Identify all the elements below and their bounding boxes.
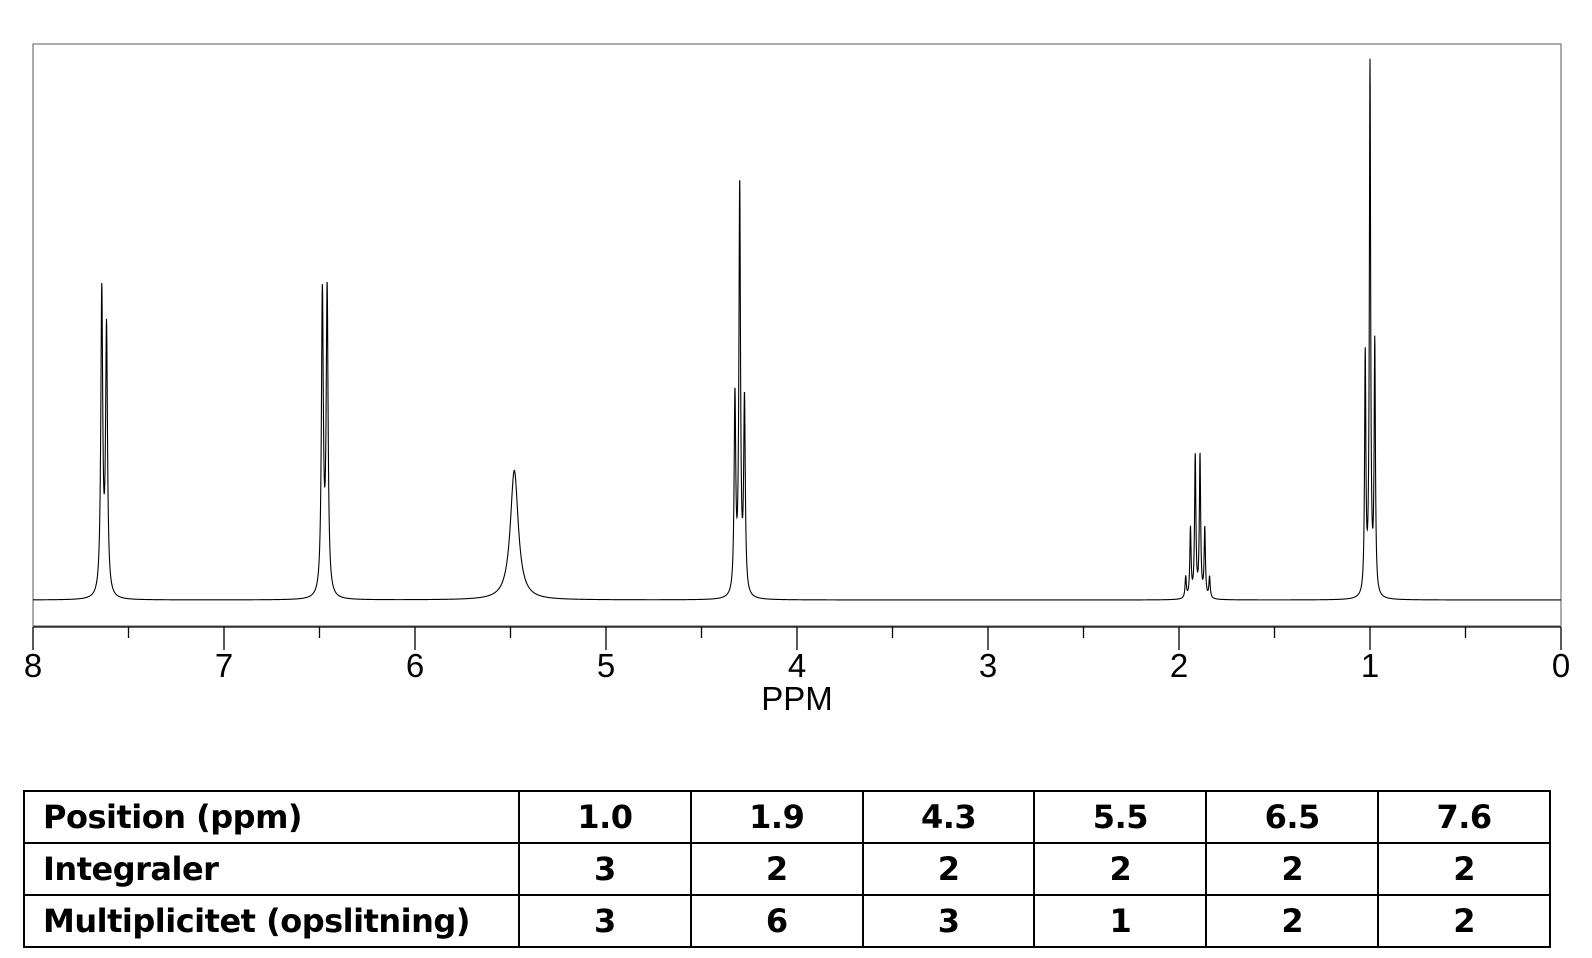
table-row: Multiplicitet (opslitning) 3 6 3 1 2 2 — [23, 894, 1551, 948]
table-cell: 1 — [1033, 894, 1208, 948]
table-cell: 2 — [1377, 842, 1551, 896]
plot-frame — [32, 43, 1562, 627]
x-axis-tick-labels: 8 7 6 5 4 3 2 1 0 — [24, 647, 1570, 684]
table-cell: 2 — [1377, 894, 1551, 948]
row-label: Position (ppm) — [23, 790, 520, 844]
table-cell: 3 — [518, 842, 692, 896]
table-cell: 6.5 — [1205, 790, 1380, 844]
table-row: Integraler 3 2 2 2 2 2 — [23, 842, 1551, 896]
row-label: Multiplicitet (opslitning) — [23, 894, 520, 948]
x-tick-label: 8 — [24, 647, 42, 684]
table-cell: 3 — [518, 894, 692, 948]
x-axis-label: PPM — [761, 680, 833, 717]
x-tick-label: 6 — [406, 647, 424, 684]
table-cell: 1.9 — [689, 790, 864, 844]
table-cell: 4.3 — [861, 790, 1036, 844]
table-cell: 3 — [861, 894, 1036, 948]
table-cell: 2 — [1205, 842, 1380, 896]
x-tick-label: 2 — [1170, 647, 1188, 684]
table-cell: 2 — [1205, 894, 1380, 948]
row-label: Integraler — [23, 842, 520, 896]
table-cell: 5.5 — [1033, 790, 1208, 844]
x-tick-label: 1 — [1361, 647, 1379, 684]
x-tick-label: 5 — [597, 647, 615, 684]
table-cell: 2 — [861, 842, 1036, 896]
table-cell: 7.6 — [1377, 790, 1551, 844]
table-cell: 2 — [689, 842, 864, 896]
table-cell: 2 — [1033, 842, 1208, 896]
x-tick-label: 0 — [1552, 647, 1570, 684]
spectrum-trace — [33, 58, 1561, 601]
x-tick-label: 7 — [215, 647, 233, 684]
nmr-spectrum-chart: 8 7 6 5 4 3 2 1 0 PPM — [24, 43, 1570, 717]
table-row: Position (ppm) 1.0 1.9 4.3 5.5 6.5 7.6 — [23, 790, 1551, 844]
x-tick-label: 4 — [788, 647, 806, 684]
table-cell: 6 — [689, 894, 864, 948]
x-axis-ticks — [32, 627, 1562, 650]
nmr-data-table: Position (ppm) 1.0 1.9 4.3 5.5 6.5 7.6 Integral… — [23, 790, 1551, 948]
table-cell: 1.0 — [518, 790, 692, 844]
x-tick-label: 3 — [979, 647, 997, 684]
